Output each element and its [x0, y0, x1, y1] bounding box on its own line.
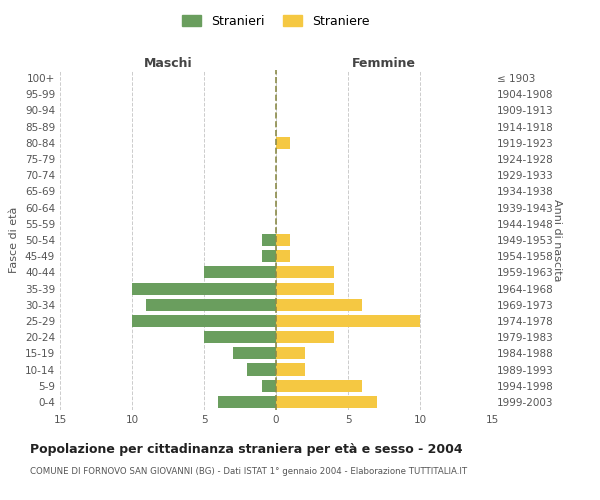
- Bar: [276, 137, 290, 149]
- Legend: Stranieri, Straniere: Stranieri, Straniere: [179, 11, 373, 32]
- Bar: [276, 315, 420, 327]
- Bar: [276, 348, 305, 360]
- Bar: [262, 250, 276, 262]
- Bar: [276, 282, 334, 294]
- Bar: [132, 282, 276, 294]
- Y-axis label: Fasce di età: Fasce di età: [10, 207, 19, 273]
- Bar: [276, 234, 290, 246]
- Bar: [204, 266, 276, 278]
- Bar: [218, 396, 276, 408]
- Bar: [276, 396, 377, 408]
- Bar: [276, 364, 305, 376]
- Bar: [262, 234, 276, 246]
- Bar: [276, 266, 334, 278]
- Bar: [276, 331, 334, 343]
- Text: Maschi: Maschi: [143, 57, 193, 70]
- Bar: [146, 298, 276, 311]
- Bar: [247, 364, 276, 376]
- Bar: [276, 380, 362, 392]
- Bar: [233, 348, 276, 360]
- Y-axis label: Anni di nascita: Anni di nascita: [552, 198, 562, 281]
- Bar: [204, 331, 276, 343]
- Bar: [132, 315, 276, 327]
- Text: COMUNE DI FORNOVO SAN GIOVANNI (BG) - Dati ISTAT 1° gennaio 2004 - Elaborazione : COMUNE DI FORNOVO SAN GIOVANNI (BG) - Da…: [30, 468, 467, 476]
- Bar: [276, 250, 290, 262]
- Bar: [262, 380, 276, 392]
- Text: Popolazione per cittadinanza straniera per età e sesso - 2004: Popolazione per cittadinanza straniera p…: [30, 442, 463, 456]
- Text: Femmine: Femmine: [352, 57, 416, 70]
- Bar: [276, 298, 362, 311]
